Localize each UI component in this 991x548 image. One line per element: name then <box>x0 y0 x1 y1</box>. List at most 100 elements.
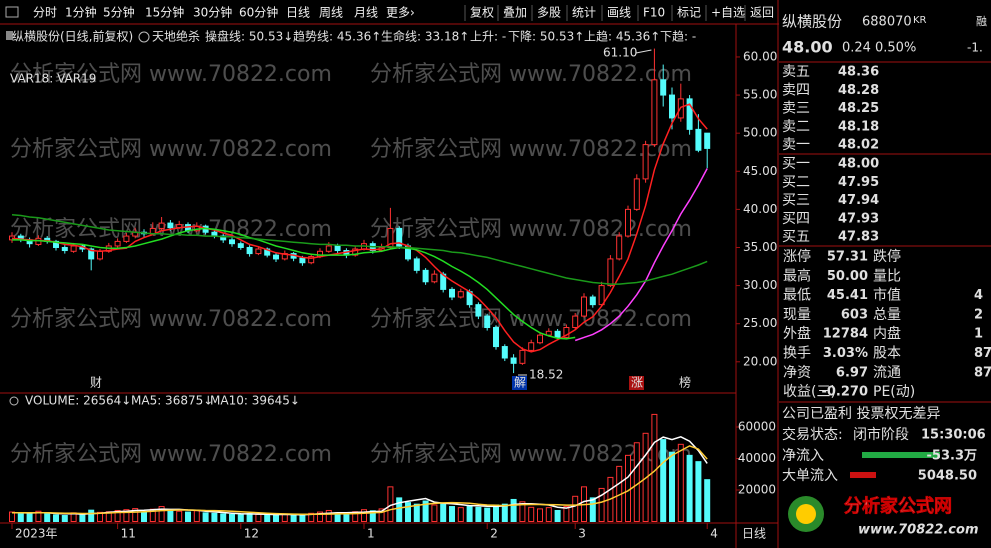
book-price: 47.83 <box>838 230 879 245</box>
candle-body <box>660 79 667 96</box>
volume-bar <box>598 487 605 523</box>
book-label: 卖一 <box>782 137 810 153</box>
tool-button[interactable]: 叠加 <box>503 6 527 20</box>
period-tab[interactable]: 日线 <box>286 6 310 20</box>
stat-label: 换手 <box>783 345 811 362</box>
logo-url: www.70822.com <box>858 523 979 538</box>
volume-bar <box>255 513 262 523</box>
period-tab[interactable]: 分时 <box>33 6 57 20</box>
event-marker-bg <box>629 376 644 390</box>
period-tab[interactable]: 60分钟 <box>239 5 278 20</box>
candle-body <box>299 257 306 264</box>
stat-value: 1 <box>974 327 983 342</box>
tool-button[interactable]: 标记 <box>677 6 701 20</box>
y-tick-label: 60.00 <box>743 49 777 63</box>
watermark: 分析家公式网 www.70822.com <box>370 62 692 87</box>
candle-body <box>325 245 332 252</box>
volume-bar <box>176 510 183 523</box>
stat-label: 股本 <box>873 346 901 362</box>
candle-body <box>352 248 359 256</box>
volume-bar <box>123 509 130 523</box>
tool-button[interactable]: +自选 <box>711 6 745 20</box>
volume-bar <box>114 509 121 522</box>
period-tab[interactable]: 1分钟 <box>65 5 97 20</box>
volume-bar <box>246 513 253 523</box>
volume-bar <box>35 510 42 523</box>
chart-title: 纵横股份(日线,前复权) <box>12 29 133 44</box>
book-price: 47.95 <box>838 175 879 190</box>
price-change: 0.24 <box>842 41 871 56</box>
candle-body <box>695 128 702 151</box>
volume-bar <box>132 508 139 522</box>
period-tab[interactable]: 30分钟 <box>193 5 232 20</box>
volume-bar <box>625 454 631 522</box>
book-label: 买五 <box>782 229 810 245</box>
volume-ma-line <box>12 445 708 516</box>
candle-body <box>581 296 587 317</box>
volume-menu[interactable] <box>9 396 19 406</box>
x-tick-label: 11 <box>121 527 136 541</box>
period-tab[interactable]: 月线 <box>354 6 378 20</box>
candle-body <box>633 178 640 210</box>
candle-body <box>457 291 464 298</box>
watermark: 分析家公式网 www.70822.com <box>370 137 692 162</box>
indicator-line <box>12 227 576 340</box>
volume-bar <box>229 513 235 523</box>
event-marker-bg <box>512 376 527 390</box>
period-tab[interactable]: 5分钟 <box>103 5 135 20</box>
volume-bar <box>413 503 420 522</box>
period-tab[interactable]: 周线 <box>319 6 343 20</box>
volume-bar <box>237 514 244 522</box>
candle-body <box>158 222 165 229</box>
candle-body <box>501 346 508 359</box>
tool-button[interactable]: 复权 <box>470 6 494 20</box>
candle-body <box>273 254 279 260</box>
candle-body <box>572 315 579 329</box>
indicator-value: 上升: - <box>470 30 506 44</box>
period-tab[interactable]: 15分钟 <box>145 5 184 20</box>
volume-bar <box>61 515 68 523</box>
period-tab[interactable]: 更多› <box>386 6 415 20</box>
volume-bar <box>528 506 535 522</box>
x-tick-label: 4 <box>710 527 718 541</box>
tool-button[interactable]: 返回 <box>750 6 774 20</box>
low-label: 18.52 <box>529 368 563 382</box>
volume-legend: MA10: 39645↓ <box>210 394 300 408</box>
stat-label: 流通 <box>873 365 901 381</box>
candle-body <box>53 240 59 248</box>
indicator-menu[interactable] <box>138 31 150 43</box>
candle-body <box>686 98 693 130</box>
stat-value: 87 <box>974 346 991 361</box>
volume-bar <box>185 511 191 522</box>
candle-body <box>554 330 561 338</box>
indicator-sub: VAR18: VAR19 <box>10 72 96 86</box>
stat-value: 603 <box>841 307 868 322</box>
candle-body <box>123 235 130 242</box>
book-price: 48.18 <box>838 119 879 134</box>
flow-value: 5048.50 <box>918 469 977 484</box>
stat-label: 涨停 <box>783 248 811 265</box>
last-price: 48.00 <box>782 38 833 57</box>
x-tick-label: 12 <box>244 527 259 541</box>
stat-label: 总量 <box>873 307 901 323</box>
candle-body <box>431 273 438 283</box>
flow-label: 大单流入 <box>782 468 838 484</box>
y-tick-label: 40.00 <box>743 202 777 216</box>
tool-button[interactable]: 画线 <box>607 6 631 20</box>
tool-button[interactable]: 统计 <box>572 6 596 20</box>
y-tick-label: 20.00 <box>743 354 777 368</box>
tool-button[interactable]: F10 <box>643 6 665 20</box>
watermark: 分析家公式网 www.70822.com <box>10 62 332 87</box>
candle-body <box>334 245 341 252</box>
candle-body <box>70 245 77 252</box>
candle-body <box>607 258 614 287</box>
volume-bar <box>79 513 86 523</box>
x-tick-label: 2023年 <box>15 527 58 541</box>
indicator-value: 上趋: 45.36↑ <box>584 30 660 44</box>
stat-label: 最低 <box>783 288 811 304</box>
candle-body <box>484 315 491 329</box>
stat-value: 2 <box>974 307 983 322</box>
tool-button[interactable]: 多股 <box>537 6 561 20</box>
